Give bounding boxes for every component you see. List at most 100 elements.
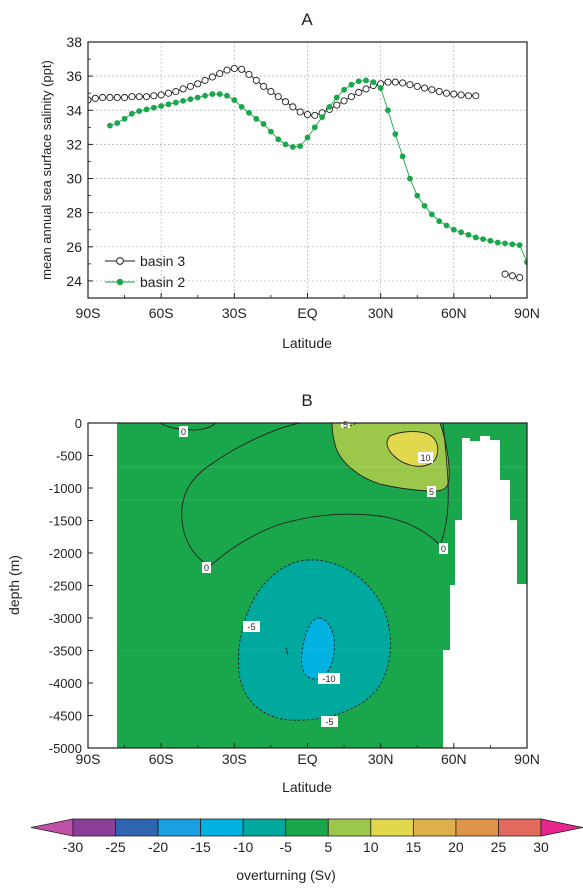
panel-a-ylabel: mean annual sea surface salinity (ppt) xyxy=(39,60,54,280)
data-point xyxy=(421,84,429,92)
data-point xyxy=(442,89,451,97)
data-point xyxy=(157,91,165,99)
data-point xyxy=(502,240,508,247)
panel-a-ticks: 24 26 28 30 32 34 36 38 90S 60S 30S EQ 30N 60N 90N xyxy=(66,34,539,321)
data-point xyxy=(297,143,304,150)
contour-label-five-top: 5 xyxy=(341,420,350,430)
data-point xyxy=(509,241,516,248)
colorbar-segment xyxy=(455,818,499,837)
data-point xyxy=(333,94,340,101)
colorbar-segment xyxy=(72,818,116,837)
y-tick-label: -3000 xyxy=(49,611,82,626)
data-point xyxy=(421,202,428,209)
y-tick-label: -1000 xyxy=(49,481,82,496)
colorbar-label: overturning (Sv) xyxy=(236,867,336,883)
data-point xyxy=(223,66,231,74)
colorbar-tick-label: -5 xyxy=(280,839,293,855)
colorbar-tick-label: -25 xyxy=(105,839,125,855)
data-point xyxy=(436,218,443,225)
data-point xyxy=(319,114,326,120)
data-point xyxy=(231,97,238,103)
y-tick-label: 0 xyxy=(75,416,82,431)
contour-label-box xyxy=(321,716,338,727)
data-point xyxy=(99,93,107,102)
y-tick-label: -2500 xyxy=(49,579,82,594)
data-point xyxy=(435,87,443,96)
y-tick-label: 28 xyxy=(66,205,82,221)
data-point xyxy=(107,122,113,129)
data-point xyxy=(516,242,523,248)
y-tick-label: -1500 xyxy=(49,514,82,529)
contour-labels: 0 0 0 5 5 10 - xyxy=(179,420,448,727)
data-point xyxy=(347,93,355,101)
contour-label-box xyxy=(318,673,340,684)
panel-a-series xyxy=(88,64,527,282)
legend-item-basin-3: basin 3 xyxy=(105,253,185,269)
panel-b-title: B xyxy=(301,391,312,410)
colorbar-tick-label: 15 xyxy=(406,839,422,855)
data-point xyxy=(399,153,406,160)
panel-b: B xyxy=(6,391,540,795)
panel-a-title: A xyxy=(301,10,313,29)
data-point xyxy=(296,108,304,116)
colorbar-segment xyxy=(242,818,287,837)
data-point xyxy=(230,64,238,73)
x-tick-label: 60N xyxy=(441,751,467,767)
y-tick-label: 38 xyxy=(66,34,82,50)
panel-a-gridlines xyxy=(88,42,527,298)
data-point xyxy=(472,92,480,100)
data-point xyxy=(158,103,165,109)
y-tick-label: -4000 xyxy=(49,676,82,691)
data-point xyxy=(172,87,180,96)
legend-marker-filled-circle xyxy=(116,278,124,286)
contour-label-text: 5 xyxy=(429,487,434,497)
colorbar-tick-label: 30 xyxy=(533,839,549,855)
contour-line-zero-top xyxy=(159,423,217,431)
colorbar-tick-label: 25 xyxy=(491,839,507,855)
x-tick-label: 90S xyxy=(76,305,101,321)
data-point xyxy=(114,120,121,126)
data-point xyxy=(201,76,209,84)
data-point xyxy=(516,273,524,282)
data-point xyxy=(121,93,129,102)
data-point xyxy=(355,78,362,85)
colorbar-tick-label: 10 xyxy=(363,839,379,855)
legend-marker-open-circle xyxy=(116,257,124,265)
data-point xyxy=(487,237,494,244)
data-point xyxy=(363,77,369,84)
x-tick-label: 60S xyxy=(149,305,174,321)
legend-label-basin-2: basin 2 xyxy=(140,274,185,290)
y-tick-label: 34 xyxy=(66,102,82,118)
colorbar-tick-label: 20 xyxy=(448,839,464,855)
data-point xyxy=(391,78,399,86)
data-point xyxy=(304,134,311,141)
series-line-2 xyxy=(109,79,527,263)
data-point xyxy=(362,85,370,93)
data-point xyxy=(472,234,479,241)
panel-b-ylabel: depth (m) xyxy=(6,555,22,615)
x-tick-label: 30N xyxy=(368,751,394,767)
panel-a-legend: basin 3 basin 2 xyxy=(105,253,185,290)
data-point xyxy=(275,136,282,143)
colorbar-segment xyxy=(115,818,159,837)
data-point xyxy=(106,93,114,102)
data-point xyxy=(180,97,187,104)
data-point xyxy=(135,93,143,101)
colorbar-segment xyxy=(200,818,244,837)
y-tick-label: 26 xyxy=(66,239,82,255)
data-point xyxy=(179,85,187,93)
data-point xyxy=(245,70,253,78)
x-tick-label: 30S xyxy=(222,305,247,321)
data-point xyxy=(238,103,245,110)
data-point xyxy=(202,92,208,99)
data-point xyxy=(407,175,413,182)
contour-label-text: 10 xyxy=(420,453,430,463)
data-point xyxy=(252,76,260,84)
contour-label-text: 0 xyxy=(441,544,446,554)
data-point xyxy=(370,79,377,86)
data-point xyxy=(150,104,157,111)
x-tick-label: 60S xyxy=(149,751,174,767)
data-point xyxy=(91,94,99,102)
data-point xyxy=(406,81,414,89)
